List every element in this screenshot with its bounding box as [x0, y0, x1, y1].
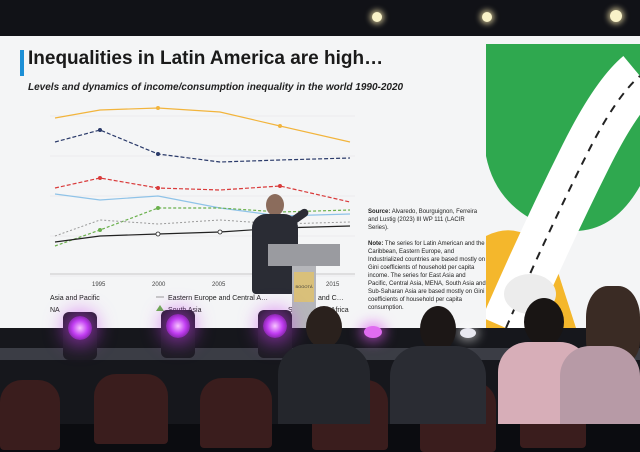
stage-spotlight [161, 310, 195, 358]
slide-subtitle: Levels and dynamics of income/consumptio… [28, 82, 404, 93]
decorative-road-graphic [486, 36, 640, 328]
series-point [98, 228, 102, 232]
x-tick-label: 2015 [326, 282, 340, 288]
legend-swatch [156, 305, 164, 311]
legend-item: Asia and Pacific [50, 295, 100, 302]
x-tick-label: 2005 [212, 282, 226, 288]
audience-chair [94, 374, 168, 444]
series-line-red [54, 177, 351, 203]
legend-item: and C… [318, 295, 344, 302]
series-point [156, 186, 160, 190]
source-note: Source: Alvaredo, Bourguignon, Ferreira … [368, 208, 486, 312]
note-text: The series for Latin American and the Ca… [368, 241, 486, 311]
x-tick-label: 1995 [92, 282, 106, 288]
source-label: Source: [368, 209, 391, 215]
series-point [98, 176, 102, 180]
series-line-grey [54, 219, 351, 237]
spotlight-lens [263, 314, 287, 338]
series-point [156, 106, 160, 110]
stage-spotlight [63, 312, 97, 360]
source-text: Alvaredo, Bourguignon, Ferreira and Lust… [368, 209, 478, 231]
audience-member [278, 306, 370, 424]
ceiling-light [372, 12, 382, 22]
audience-body [390, 346, 486, 424]
ceiling-light [482, 12, 492, 22]
slide-title: Inequalities in Latin America are high… [28, 48, 384, 69]
podium-top [268, 244, 340, 266]
series-point [98, 128, 102, 132]
audience-chair [0, 380, 60, 450]
stage-spotlight [258, 310, 292, 358]
audience-member [560, 286, 640, 424]
audience-member [390, 306, 486, 424]
series-point [278, 124, 282, 128]
note-label: Note: [368, 241, 384, 247]
series-point [156, 152, 160, 156]
audience-body [560, 346, 640, 424]
floor-light [460, 328, 476, 338]
audience-head [420, 306, 456, 352]
stage-ceiling [0, 0, 640, 40]
podium: BOGOTÁ [268, 244, 340, 328]
series-line-orange [54, 107, 351, 143]
title-accent-bar [20, 50, 24, 76]
series-point [156, 206, 160, 210]
series-line-green [54, 207, 351, 247]
x-tick-label: 2000 [152, 282, 166, 288]
series-point [217, 229, 223, 235]
podium-logo: BOGOTÁ [294, 272, 314, 302]
floor-light [364, 326, 382, 338]
series-point [155, 231, 161, 237]
ceiling-light [610, 10, 622, 22]
spotlight-lens [68, 316, 92, 340]
series-point [278, 184, 282, 188]
audience-chair [200, 378, 272, 448]
audience-head [306, 306, 342, 348]
spotlight-lens [166, 314, 190, 338]
audience-head [524, 298, 564, 346]
speaker-head [266, 194, 284, 216]
audience-body [278, 344, 370, 424]
legend-item: Eastern Europe and Central A… [168, 295, 268, 302]
series-line-navy [54, 129, 351, 163]
legend-item: NA [50, 307, 60, 314]
projection-screen: Inequalities in Latin America are high… … [0, 36, 640, 328]
